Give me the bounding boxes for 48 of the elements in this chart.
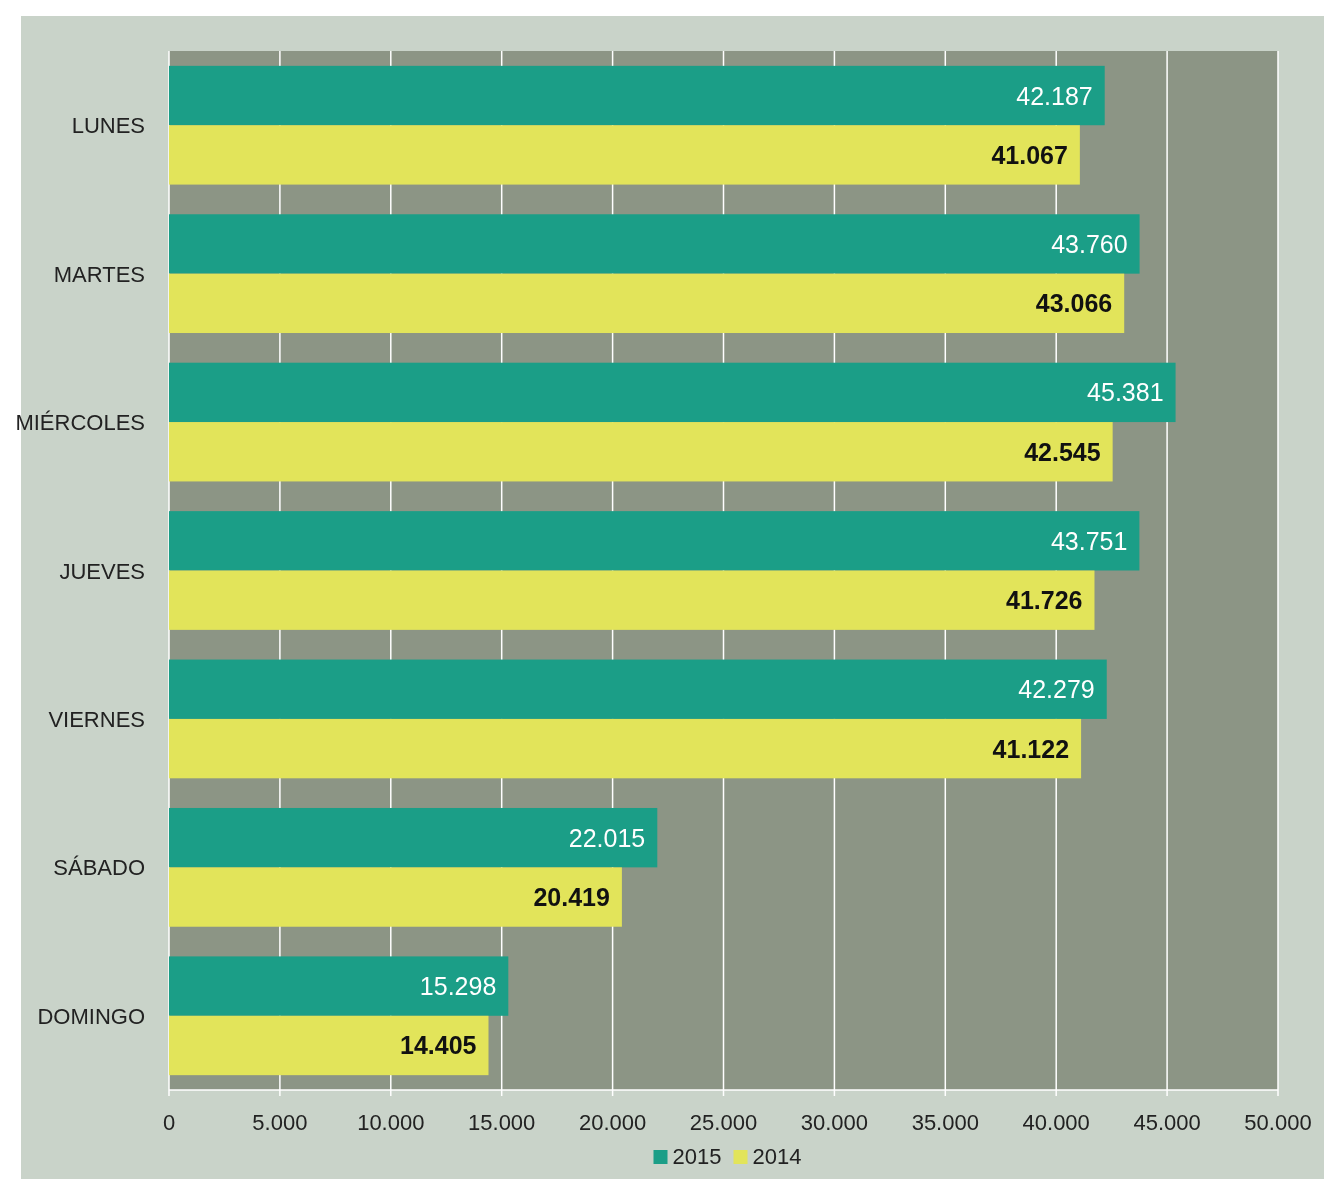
data-label: 20.419 [533,883,610,912]
data-label: 45.381 [1087,378,1164,407]
bar [169,1015,489,1076]
data-label: 22.015 [568,823,646,852]
x-tick-label: 10.000 [357,1110,425,1135]
data-label: 43.760 [1051,229,1128,258]
data-label: 41.067 [991,140,1068,169]
data-label: 14.405 [400,1031,477,1060]
x-tick-label: 40.000 [1022,1110,1090,1135]
y-tick-label: LUNES [71,113,145,139]
bar [169,65,1105,126]
bar [169,718,1082,779]
data-label: 15.298 [419,972,497,1001]
bar [169,867,622,927]
y-tick-label: MARTES [53,261,145,287]
legend-label: 2015 [672,1144,722,1169]
data-label: 42.545 [1024,437,1101,466]
bar [169,422,1113,482]
x-tick-label: 5.000 [252,1110,308,1135]
data-label: 42.187 [1016,81,1093,110]
data-label: 42.279 [1018,675,1095,704]
x-tick-label: 15.000 [468,1110,536,1135]
x-tick-label: 0 [162,1110,176,1135]
data-label: 43.751 [1050,526,1128,555]
x-tick-label: 45.000 [1133,1110,1201,1135]
bar [169,956,509,1016]
bar [169,511,1140,571]
bar [169,362,1176,423]
x-tick-label: 50.000 [1244,1110,1312,1135]
bar [169,659,1107,719]
y-tick-label: VIERNES [48,706,145,732]
y-tick-label: MIÉRCOLES [15,410,145,436]
bar [169,807,658,868]
y-tick-label: SÁBADO [53,855,145,881]
y-tick-label: JUEVES [59,558,145,584]
x-tick-label: 30.000 [800,1110,869,1135]
data-label: 41.726 [1006,586,1083,615]
x-tick-label: 20.000 [578,1110,647,1135]
data-label: 43.066 [1035,289,1113,318]
bar [169,273,1125,334]
legend-label: 2014 [752,1144,802,1169]
x-tick-label: 35.000 [911,1110,979,1135]
bar [169,214,1140,274]
bar [169,570,1095,630]
x-tick-label: 25.000 [689,1110,758,1135]
data-label: 41.122 [992,734,1070,763]
bar [169,125,1080,185]
y-tick-label: DOMINGO [37,1003,145,1029]
